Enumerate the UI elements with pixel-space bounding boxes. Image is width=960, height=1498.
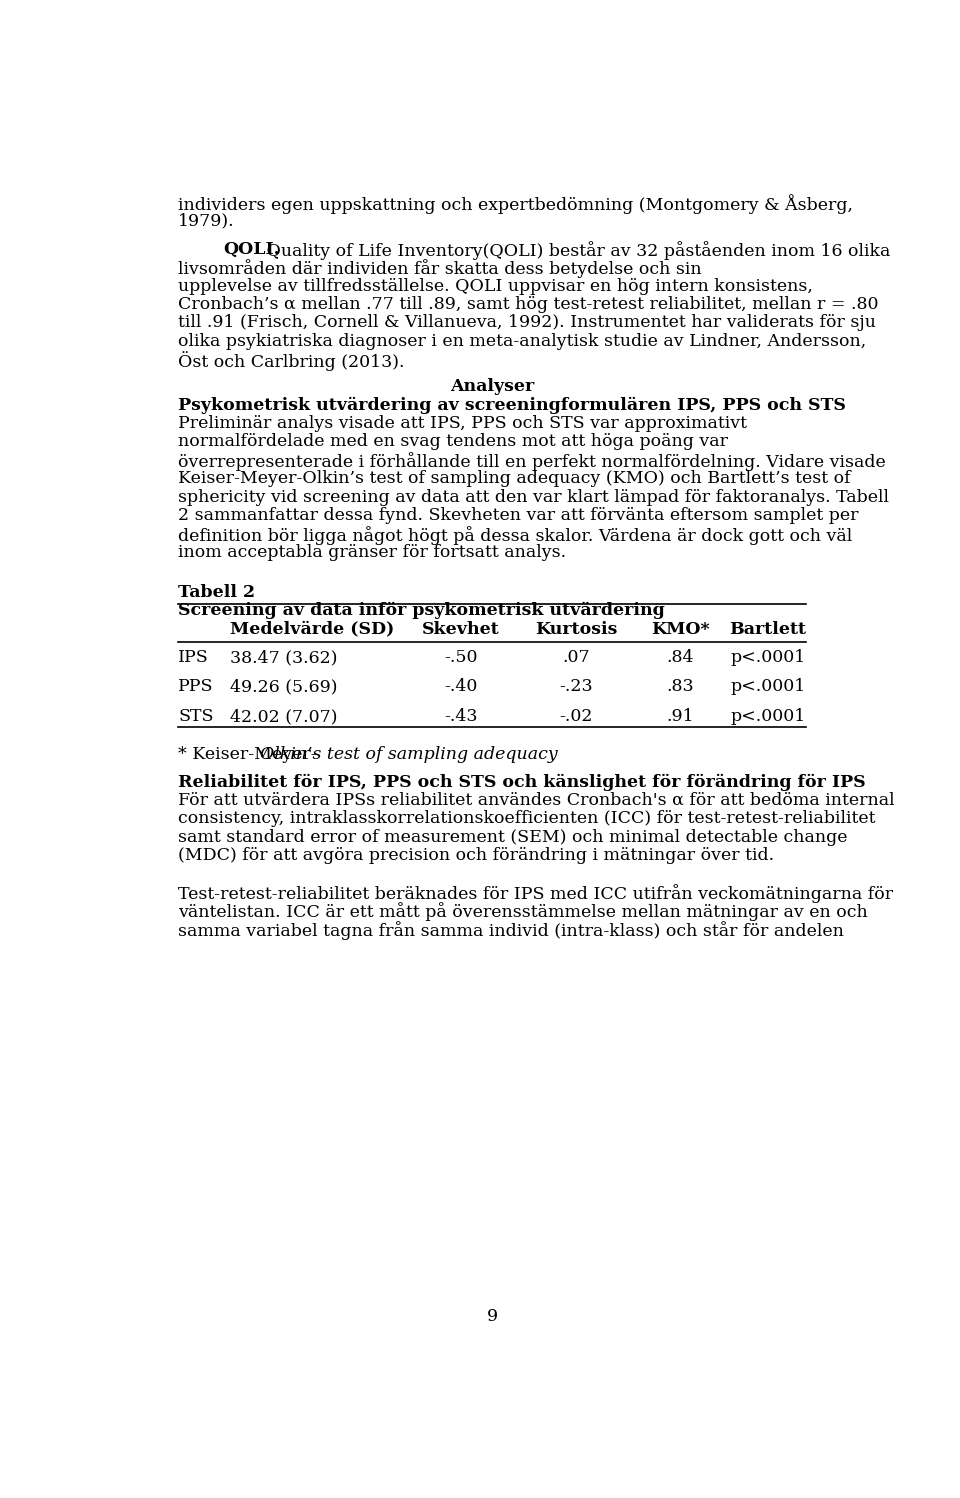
Text: Tabell 2: Tabell 2 bbox=[179, 584, 255, 601]
Text: IPS: IPS bbox=[179, 649, 209, 667]
Text: Keiser-Meyer-Olkin’s test of sampling adequacy (KMO) och Bartlett’s test of: Keiser-Meyer-Olkin’s test of sampling ad… bbox=[179, 470, 851, 487]
Text: Reliabilitet för IPS, PPS och STS och känslighet för förändring för IPS: Reliabilitet för IPS, PPS och STS och kä… bbox=[179, 773, 866, 791]
Text: p<.0001: p<.0001 bbox=[731, 709, 805, 725]
Text: 49.26 (5.69): 49.26 (5.69) bbox=[230, 679, 338, 695]
Text: 9: 9 bbox=[487, 1308, 497, 1324]
Text: KMO*: KMO* bbox=[651, 620, 709, 638]
Text: Bartlett: Bartlett bbox=[729, 620, 805, 638]
Text: Psykometrisk utvärdering av screeningformulären IPS, PPS och STS: Psykometrisk utvärdering av screeningfor… bbox=[179, 397, 846, 413]
Text: .07: .07 bbox=[563, 649, 590, 667]
Text: .83: .83 bbox=[666, 679, 694, 695]
Text: -.23: -.23 bbox=[560, 679, 593, 695]
Text: Cronbach’s α mellan .77 till .89, samt hög test-retest reliabilitet, mellan r = : Cronbach’s α mellan .77 till .89, samt h… bbox=[179, 297, 878, 313]
Text: normalfördelade med en svag tendens mot att höga poäng var: normalfördelade med en svag tendens mot … bbox=[179, 433, 728, 451]
Text: individers egen uppskattning och expertbedömning (Montgomery & Åsberg,: individers egen uppskattning och expertb… bbox=[179, 193, 853, 214]
Text: väntelistan. ICC är ett mått på överensstämmelse mellan mätningar av en och: väntelistan. ICC är ett mått på överenss… bbox=[179, 903, 868, 921]
Text: 2 sammanfattar dessa fynd. Skevheten var att förvänta eftersom samplet per: 2 sammanfattar dessa fynd. Skevheten var… bbox=[179, 508, 858, 524]
Text: Preliminär analys visade att IPS, PPS och STS var approximativt: Preliminär analys visade att IPS, PPS oc… bbox=[179, 415, 747, 431]
Text: .84: .84 bbox=[666, 649, 694, 667]
Text: definition bör ligga något högt på dessa skalor. Värdena är dock gott och väl: definition bör ligga något högt på dessa… bbox=[179, 526, 852, 545]
Text: upplevelse av tillfredsställelse. QOLI uppvisar en hög intern konsistens,: upplevelse av tillfredsställelse. QOLI u… bbox=[179, 277, 813, 295]
Text: 1979).: 1979). bbox=[179, 213, 235, 229]
Text: till .91 (Frisch, Cornell & Villanueva, 1992). Instrumentet har validerats för s: till .91 (Frisch, Cornell & Villanueva, … bbox=[179, 315, 876, 331]
Text: 42.02 (7.07): 42.02 (7.07) bbox=[230, 709, 338, 725]
Text: STS: STS bbox=[179, 709, 214, 725]
Text: Olkin’s test of sampling adequacy: Olkin’s test of sampling adequacy bbox=[259, 746, 558, 762]
Text: Screening av data inför psykometrisk utvärdering: Screening av data inför psykometrisk utv… bbox=[179, 602, 665, 619]
Text: sphericity vid screening av data att den var klart lämpad för faktoranalys. Tabe: sphericity vid screening av data att den… bbox=[179, 488, 889, 506]
Text: samt standard error of measurement (SEM) och minimal detectable change: samt standard error of measurement (SEM)… bbox=[179, 828, 848, 846]
Text: * Keiser-Meyer-: * Keiser-Meyer- bbox=[179, 746, 317, 762]
Text: (MDC) för att avgöra precision och förändring i mätningar över tid.: (MDC) för att avgöra precision och förän… bbox=[179, 848, 775, 864]
Text: samma variabel tagna från samma individ (intra-klass) och står för andelen: samma variabel tagna från samma individ … bbox=[179, 921, 844, 939]
Text: 38.47 (3.62): 38.47 (3.62) bbox=[230, 649, 338, 667]
Text: .91: .91 bbox=[666, 709, 694, 725]
Text: Quality of Life Inventory(QOLI) består av 32 påståenden inom 16 olika: Quality of Life Inventory(QOLI) består a… bbox=[261, 241, 891, 259]
Text: överrepresenterade i förhållande till en perfekt normalfördelning. Vidare visade: överrepresenterade i förhållande till en… bbox=[179, 452, 886, 470]
Text: Kurtosis: Kurtosis bbox=[535, 620, 617, 638]
Text: -.50: -.50 bbox=[444, 649, 477, 667]
Text: Medelvärde (SD): Medelvärde (SD) bbox=[230, 620, 395, 638]
Text: p<.0001: p<.0001 bbox=[731, 679, 805, 695]
Text: livsområden där individen får skatta dess betydelse och sin: livsområden där individen får skatta des… bbox=[179, 259, 702, 279]
Text: consistency, intraklasskorrelationskoefficienten (ICC) för test-retest-reliabili: consistency, intraklasskorrelationskoeff… bbox=[179, 810, 876, 827]
Text: Test-retest-reliabilitet beräknades för IPS med ICC utifrån veckomätningarna för: Test-retest-reliabilitet beräknades för … bbox=[179, 884, 893, 903]
Text: QOLI.: QOLI. bbox=[223, 241, 279, 258]
Text: Skevhet: Skevhet bbox=[422, 620, 500, 638]
Text: inom acceptabla gränser för fortsatt analys.: inom acceptabla gränser för fortsatt ana… bbox=[179, 544, 566, 562]
Text: PPS: PPS bbox=[179, 679, 214, 695]
Text: -.02: -.02 bbox=[560, 709, 593, 725]
Text: För att utvärdera IPSs reliabilitet användes Cronbach's α för att bedöma interna: För att utvärdera IPSs reliabilitet anvä… bbox=[179, 792, 895, 809]
Text: olika psykiatriska diagnoser i en meta-analytisk studie av Lindner, Andersson,: olika psykiatriska diagnoser i en meta-a… bbox=[179, 333, 866, 351]
Text: -.43: -.43 bbox=[444, 709, 477, 725]
Text: p<.0001: p<.0001 bbox=[731, 649, 805, 667]
Text: -.40: -.40 bbox=[444, 679, 477, 695]
Text: Öst och Carlbring (2013).: Öst och Carlbring (2013). bbox=[179, 352, 404, 372]
Text: Analyser: Analyser bbox=[450, 377, 534, 395]
